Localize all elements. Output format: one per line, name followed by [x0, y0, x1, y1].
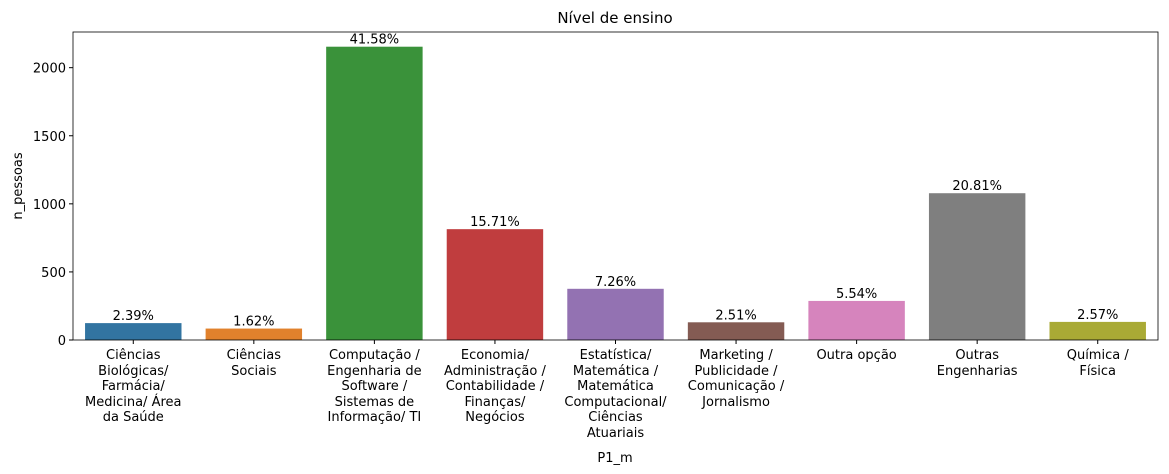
bar — [446, 229, 544, 340]
bar — [85, 323, 182, 340]
bar — [687, 322, 785, 340]
y-axis-label: n_pessoas — [11, 152, 26, 219]
chart-title: Nível de ensino — [557, 9, 672, 27]
x-tick-label: Outra opção — [816, 348, 897, 363]
value-label: 2.51% — [715, 308, 756, 323]
bar — [326, 46, 423, 341]
x-tick-label: Marketing / Publicidade / Comunicação / … — [687, 348, 785, 410]
bar — [928, 193, 1026, 340]
value-label: 20.81% — [952, 179, 1002, 194]
value-label: 1.62% — [233, 315, 274, 330]
x-tick-label: Outras Engenharias — [936, 348, 1018, 379]
value-label: 2.39% — [113, 309, 154, 324]
y-tick-label: 0 — [58, 334, 66, 349]
bar — [205, 328, 303, 340]
x-tick-label: Economia/ Administração / Contabilidade … — [444, 348, 546, 425]
plot-frame — [72, 31, 1159, 341]
bar — [1049, 321, 1146, 340]
value-label: 7.26% — [595, 275, 636, 290]
bar — [567, 288, 664, 340]
x-tick-label: Química / Física — [1066, 348, 1129, 379]
y-tick-label: 500 — [41, 266, 66, 281]
bar — [808, 300, 905, 340]
x-tick-label: Ciências Sociais — [226, 348, 282, 379]
value-label: 41.58% — [350, 33, 400, 48]
x-tick-label: Computação / Engenharia de Software / Si… — [327, 348, 422, 425]
value-label: 5.54% — [836, 287, 877, 302]
x-tick-label: Ciências Biológicas/ Farmácia/ Medicina/… — [85, 348, 182, 425]
y-tick-label: 2000 — [33, 62, 66, 77]
y-tick-label: 1500 — [33, 130, 66, 145]
y-tick-label: 1000 — [33, 198, 66, 213]
x-axis-label: P1_m — [597, 451, 632, 466]
value-label: 2.57% — [1077, 308, 1118, 323]
value-label: 15.71% — [470, 215, 520, 230]
x-tick-label: Estatística/ Matemática / Matemática Com… — [564, 348, 667, 441]
